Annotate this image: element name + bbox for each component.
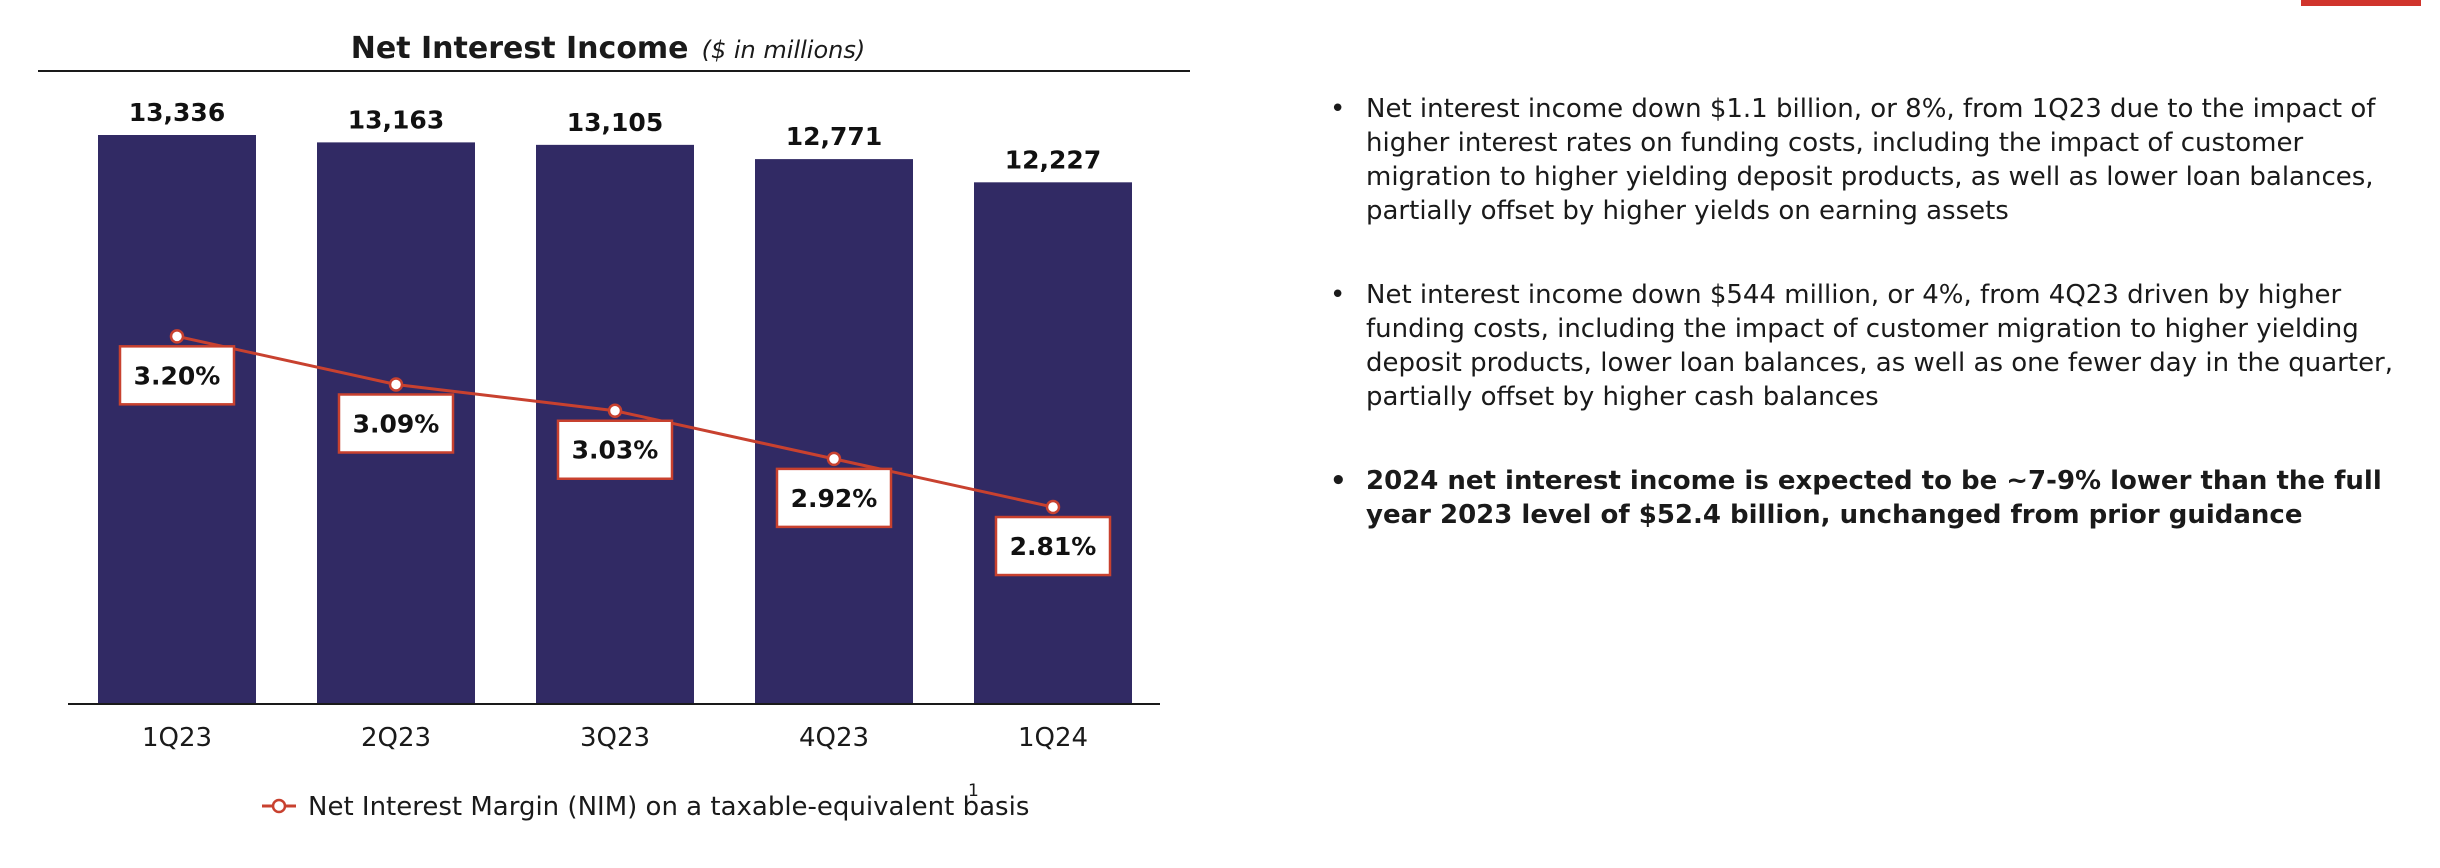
nim-point-1q24 — [1045, 499, 1061, 515]
nim-point-1q23 — [169, 329, 185, 344]
nim-value-1q24: 2.81% — [1010, 532, 1097, 561]
chart-title: Net Interest Income ($ in millions) — [351, 31, 865, 66]
chart-title-unit: ($ in millions) — [702, 36, 866, 64]
nim-value-4q23: 2.92% — [791, 484, 878, 513]
nim-value-labels: 3.20% 3.09% 3.03% 2.92% 2.81% — [118, 345, 1112, 577]
nim-value-1q23: 3.20% — [134, 361, 221, 390]
bar-value-3q23: 13,105 — [567, 108, 663, 137]
bar-1q24 — [974, 182, 1132, 704]
bar-value-2q23: 13,163 — [348, 105, 444, 134]
nii-chart: Net Interest Income ($ in millions) 13,3… — [38, 31, 1190, 822]
nim-label-box-1q24 — [994, 515, 1112, 577]
nim-label-box-1q23 — [118, 345, 236, 406]
category-labels: 1Q23 2Q23 3Q23 4Q23 1Q24 — [142, 723, 1088, 753]
commentary-bullet-1: Net interest income down $1.1 billion, o… — [1330, 92, 2426, 228]
chart-legend: Net Interest Margin (NIM) on a taxable-e… — [262, 781, 1029, 822]
nim-label-box-2q23 — [337, 393, 455, 454]
x-tick-3q23: 3Q23 — [580, 723, 650, 753]
bar-value-1q23: 13,336 — [129, 98, 225, 127]
legend-footnote: 1 — [968, 781, 979, 801]
nim-label-box-3q23 — [556, 419, 674, 480]
nim-point-3q23 — [607, 403, 623, 418]
commentary-bullet-3: 2024 net interest income is expected to … — [1330, 464, 2426, 532]
legend-marker-swatch — [271, 798, 287, 814]
commentary-bullets: Net interest income down $1.1 billion, o… — [1320, 92, 2426, 582]
x-tick-1q24: 1Q24 — [1018, 723, 1088, 753]
bar-4q23 — [755, 159, 913, 704]
bar-value-labels: 13,336 13,163 13,105 12,771 12,227 — [129, 98, 1101, 174]
bar-value-4q23: 12,771 — [786, 122, 882, 151]
commentary-bullet-2: Net interest income down $544 million, o… — [1330, 278, 2426, 414]
x-tick-2q23: 2Q23 — [361, 723, 431, 753]
nim-label-box-4q23 — [775, 467, 893, 529]
bar-value-1q24: 12,227 — [1005, 145, 1101, 174]
nim-value-2q23: 3.09% — [353, 409, 440, 438]
x-tick-4q23: 4Q23 — [799, 723, 869, 753]
nim-value-3q23: 3.03% — [572, 436, 659, 465]
nim-line-layer — [169, 329, 1061, 515]
chart-title-main: Net Interest Income — [351, 31, 689, 66]
legend-label: Net Interest Margin (NIM) on a taxable-e… — [308, 792, 1029, 822]
nim-point-4q23 — [826, 451, 842, 467]
nim-point-2q23 — [388, 377, 404, 392]
bar-1q23 — [98, 135, 256, 704]
x-tick-1q23: 1Q23 — [142, 723, 212, 753]
corner-accent-bar — [2301, 0, 2421, 6]
